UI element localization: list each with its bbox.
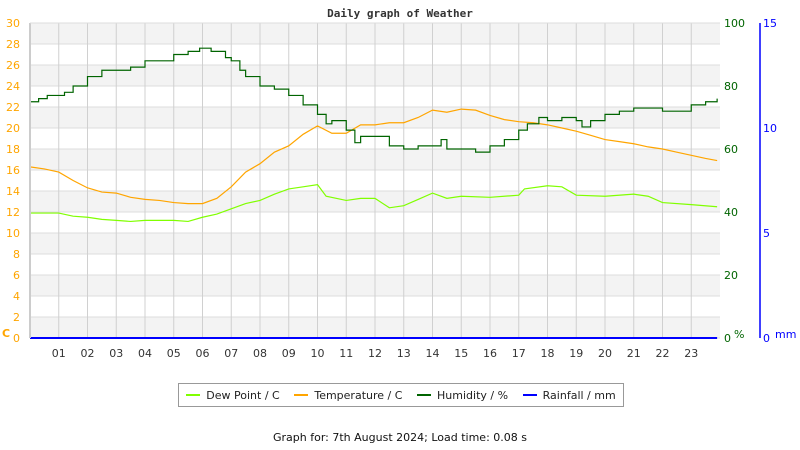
series-line-temperature [29,108,718,205]
rain-tick-label: 10 [763,122,777,135]
x-tick-label: 12 [368,347,382,360]
x-tick-label: 01 [52,347,66,360]
x-tick-label: 15 [454,347,468,360]
humidity-tick-label: 60 [724,143,738,156]
legend-swatch [294,394,309,396]
legend-swatch [186,394,201,396]
left-tick-label: 0 [13,332,20,345]
x-tick-label: 03 [109,347,123,360]
left-tick-label: 12 [6,206,20,219]
left-tick-label: 18 [6,143,20,156]
x-tick-label: 16 [483,347,497,360]
legend-item-humidity: Humidity / % [417,389,508,402]
legend-item-temperature: Temperature / C [294,389,402,402]
x-tick-label: 19 [569,347,583,360]
x-tick-label: 14 [426,347,440,360]
left-axis-unit: C [2,327,10,340]
left-tick-label: 6 [13,269,20,282]
legend-item-rainfall: Rainfall / mm [522,388,616,402]
left-tick-label: 20 [6,122,20,135]
humidity-tick-label: 100 [724,17,745,30]
series-line-dew [30,184,718,223]
x-tick-label: 13 [397,347,411,360]
left-tick-label: 28 [6,38,20,51]
x-tick-label: 05 [167,347,181,360]
humidity-tick-label: 0 [724,332,731,345]
legend: Dew Point / C Temperature / C Humidity /… [178,383,624,407]
x-tick-label: 21 [627,347,641,360]
humidity-tick-label: 20 [724,269,738,282]
humidity-tick-label: 80 [724,80,738,93]
left-tick-label: 2 [13,311,20,324]
x-tick-label: 22 [656,347,670,360]
footer-text: Graph for: 7th August 2024; Load time: 0… [273,431,527,444]
rain-tick-label: 15 [763,17,777,30]
x-tick-label: 18 [541,347,555,360]
legend-label: Rainfall / mm [542,388,616,402]
legend-item-dew-point: Dew Point / C [186,388,280,402]
humidity-tick-label: 40 [724,206,738,219]
series-lines [29,47,718,339]
rain-tick-label: 0 [763,332,770,345]
x-tick-label: 10 [311,347,325,360]
legend-label: Dew Point / C [206,388,280,402]
left-tick-label: 16 [6,164,20,177]
left-tick-label: 10 [6,227,20,240]
left-tick-label: 24 [6,80,20,93]
legend-swatch [522,394,537,396]
left-tick-label: 26 [6,59,20,72]
x-tick-label: 23 [684,347,698,360]
x-tick-label: 08 [253,347,267,360]
left-tick-label: 8 [13,248,20,261]
x-tick-label: 06 [196,347,210,360]
chart-title: Daily graph of Weather [327,7,473,20]
series-line-humidity [30,47,718,153]
x-tick-label: 02 [81,347,95,360]
left-tick-label: 14 [6,185,20,198]
legend-label: Humidity / % [437,388,509,402]
weather-chart: Daily graph of Weather 02468101214161820… [2,7,796,360]
x-tick-label: 04 [138,347,152,360]
rain-tick-label: 5 [763,227,770,240]
rain-axis-unit: mm [775,328,796,341]
x-tick-label: 09 [282,347,296,360]
legend-label: Temperature / C [314,388,403,402]
humidity-axis-unit: % [734,328,744,341]
x-tick-label: 11 [339,347,353,360]
legend-swatch [417,394,432,396]
left-tick-label: 4 [13,290,20,303]
left-tick-label: 22 [6,101,20,114]
left-tick-label: 30 [6,17,20,30]
x-tick-label: 20 [598,347,612,360]
x-tick-label: 17 [512,347,526,360]
x-tick-label: 07 [224,347,238,360]
